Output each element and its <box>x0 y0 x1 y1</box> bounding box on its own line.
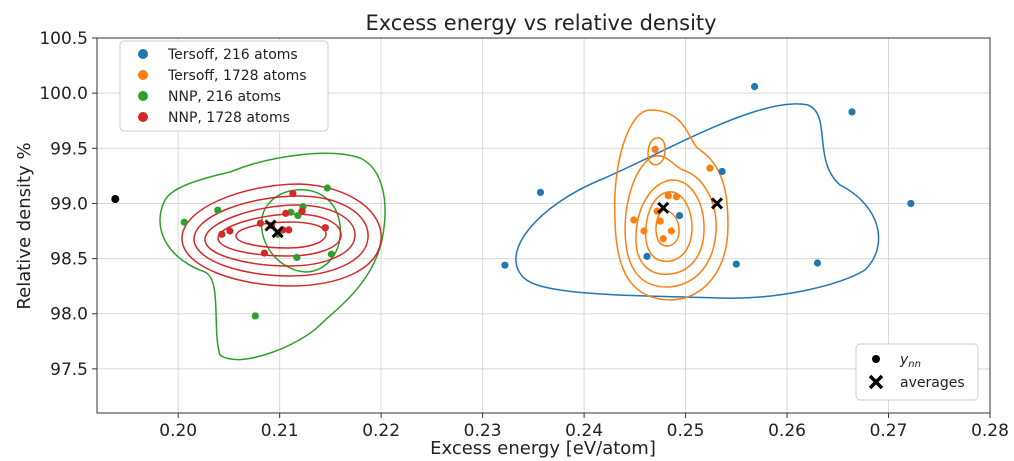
legend-marker-tersoff-1728 <box>138 70 148 80</box>
average-marker-series-0 <box>710 197 724 210</box>
contour-nnp-216-inner <box>260 189 342 273</box>
data-point-series-0 <box>732 260 740 268</box>
legend-markers: ynn averages <box>855 343 979 401</box>
legend-series-box <box>119 40 329 132</box>
data-point-series-1 <box>667 227 675 235</box>
data-point-series-1 <box>656 217 664 225</box>
data-point-series-0 <box>907 199 915 208</box>
data-point-series-3 <box>226 227 234 235</box>
contour-nnp-1728-4 <box>217 213 342 257</box>
legend-marker-nnp-216 <box>138 91 148 101</box>
ynn-point <box>111 195 120 204</box>
data-point-series-3 <box>285 226 293 234</box>
data-point-series-1 <box>664 192 672 200</box>
x-tick-label: 0.26 <box>768 421 806 441</box>
x-tick-label: 0.24 <box>565 421 603 441</box>
data-point-series-2 <box>251 312 259 320</box>
data-point-series-0 <box>813 259 822 267</box>
density-contours <box>159 103 880 361</box>
y-tick-label: 100.0 <box>39 84 88 104</box>
data-point-series-2 <box>214 206 222 214</box>
legend-label-nnp-1728: NNP, 1728 atoms <box>168 110 290 126</box>
contour-tersoff-1728-2 <box>624 155 717 288</box>
y-axis-label: Relative density % <box>14 142 35 309</box>
data-point-series-1 <box>651 145 659 153</box>
y-tick-label: 98.5 <box>50 250 88 270</box>
data-point-series-2 <box>293 253 301 262</box>
legend-marker-tersoff-216 <box>138 49 148 59</box>
data-point-series-3 <box>321 224 329 232</box>
data-point-series-1 <box>640 227 648 235</box>
contour-nnp-216-outer <box>159 152 386 361</box>
contour-tersoff-1728-4 <box>644 191 693 263</box>
legend-marker-nnp-1728 <box>138 112 148 122</box>
data-point-series-3 <box>260 249 269 257</box>
x-tick-label: 0.27 <box>870 421 908 441</box>
average-marker-series-3 <box>264 219 277 232</box>
data-points <box>111 82 915 320</box>
data-point-series-2 <box>327 250 336 258</box>
x-tick-label: 0.23 <box>464 421 502 441</box>
data-point-series-1 <box>630 216 638 224</box>
x-tick-label: 0.21 <box>261 421 299 441</box>
contour-tersoff-1728-outer <box>613 109 729 301</box>
legend-marker-ynn <box>872 355 880 363</box>
contour-nnp-1728-outer <box>181 183 382 287</box>
x-tick-label: 0.22 <box>362 421 400 441</box>
data-point-series-2 <box>180 218 188 226</box>
y-tick-label: 99.0 <box>50 194 88 214</box>
data-point-series-0 <box>643 252 651 260</box>
x-ticks: 0.20 0.21 0.22 0.23 0.24 0.25 0.26 0.27 0.28 <box>159 413 1009 441</box>
data-point-series-3 <box>218 230 226 238</box>
contour-nnp-1728-3 <box>204 204 356 267</box>
y-tick-label: 97.5 <box>50 360 88 380</box>
data-point-series-0 <box>848 108 856 116</box>
plot-frame <box>96 37 991 414</box>
legend-label-tersoff-1728: Tersoff, 1728 atoms <box>167 68 307 84</box>
data-point-series-0 <box>750 82 759 91</box>
y-tick-label: 98.0 <box>50 305 88 325</box>
legend-label-nnp-216: NNP, 216 atoms <box>168 89 281 105</box>
chart-title: Excess energy vs relative density <box>365 11 716 35</box>
x-tick-label: 0.20 <box>159 421 197 441</box>
contour-tersoff-1728-peak <box>647 137 666 166</box>
data-point-series-3 <box>298 207 306 215</box>
data-point-series-3 <box>289 189 297 198</box>
legend-series: Tersoff, 216 atoms Tersoff, 1728 atoms N… <box>119 40 329 132</box>
y-tick-label: 100.5 <box>39 29 88 49</box>
legend-label-tersoff-216: Tersoff, 216 atoms <box>167 47 298 63</box>
contour-tersoff-1728-5 <box>655 209 680 247</box>
contour-tersoff-1728-3 <box>635 179 705 275</box>
x-tick-label: 0.28 <box>971 421 1009 441</box>
legend-label-ynn: ynn <box>899 352 921 370</box>
x-tick-label: 0.25 <box>667 421 705 441</box>
grid <box>97 37 991 413</box>
data-point-series-1 <box>672 193 681 201</box>
contour-nnp-1728-2 <box>193 195 369 277</box>
data-point-series-0 <box>718 167 726 176</box>
data-point-series-2 <box>323 184 331 192</box>
legend-marker-averages <box>868 374 884 390</box>
data-point-series-3 <box>282 209 290 217</box>
data-point-series-0 <box>675 211 684 220</box>
legend-label-averages: averages <box>900 375 965 391</box>
y-tick-label: 99.5 <box>50 139 88 159</box>
data-point-series-1 <box>706 164 714 172</box>
data-point-series-1 <box>659 235 667 243</box>
contour-tersoff-216 <box>515 103 880 299</box>
legend-markers-box <box>855 343 979 401</box>
data-point-series-0 <box>501 261 509 269</box>
x-axis-label: Excess energy [eV/atom] <box>430 438 656 459</box>
y-ticks: 97.5 98.0 98.5 99.0 99.5 100.0 100.5 <box>39 29 97 380</box>
data-point-series-0 <box>536 188 545 197</box>
average-marker-series-1 <box>657 201 670 214</box>
data-point-series-3 <box>256 219 264 227</box>
